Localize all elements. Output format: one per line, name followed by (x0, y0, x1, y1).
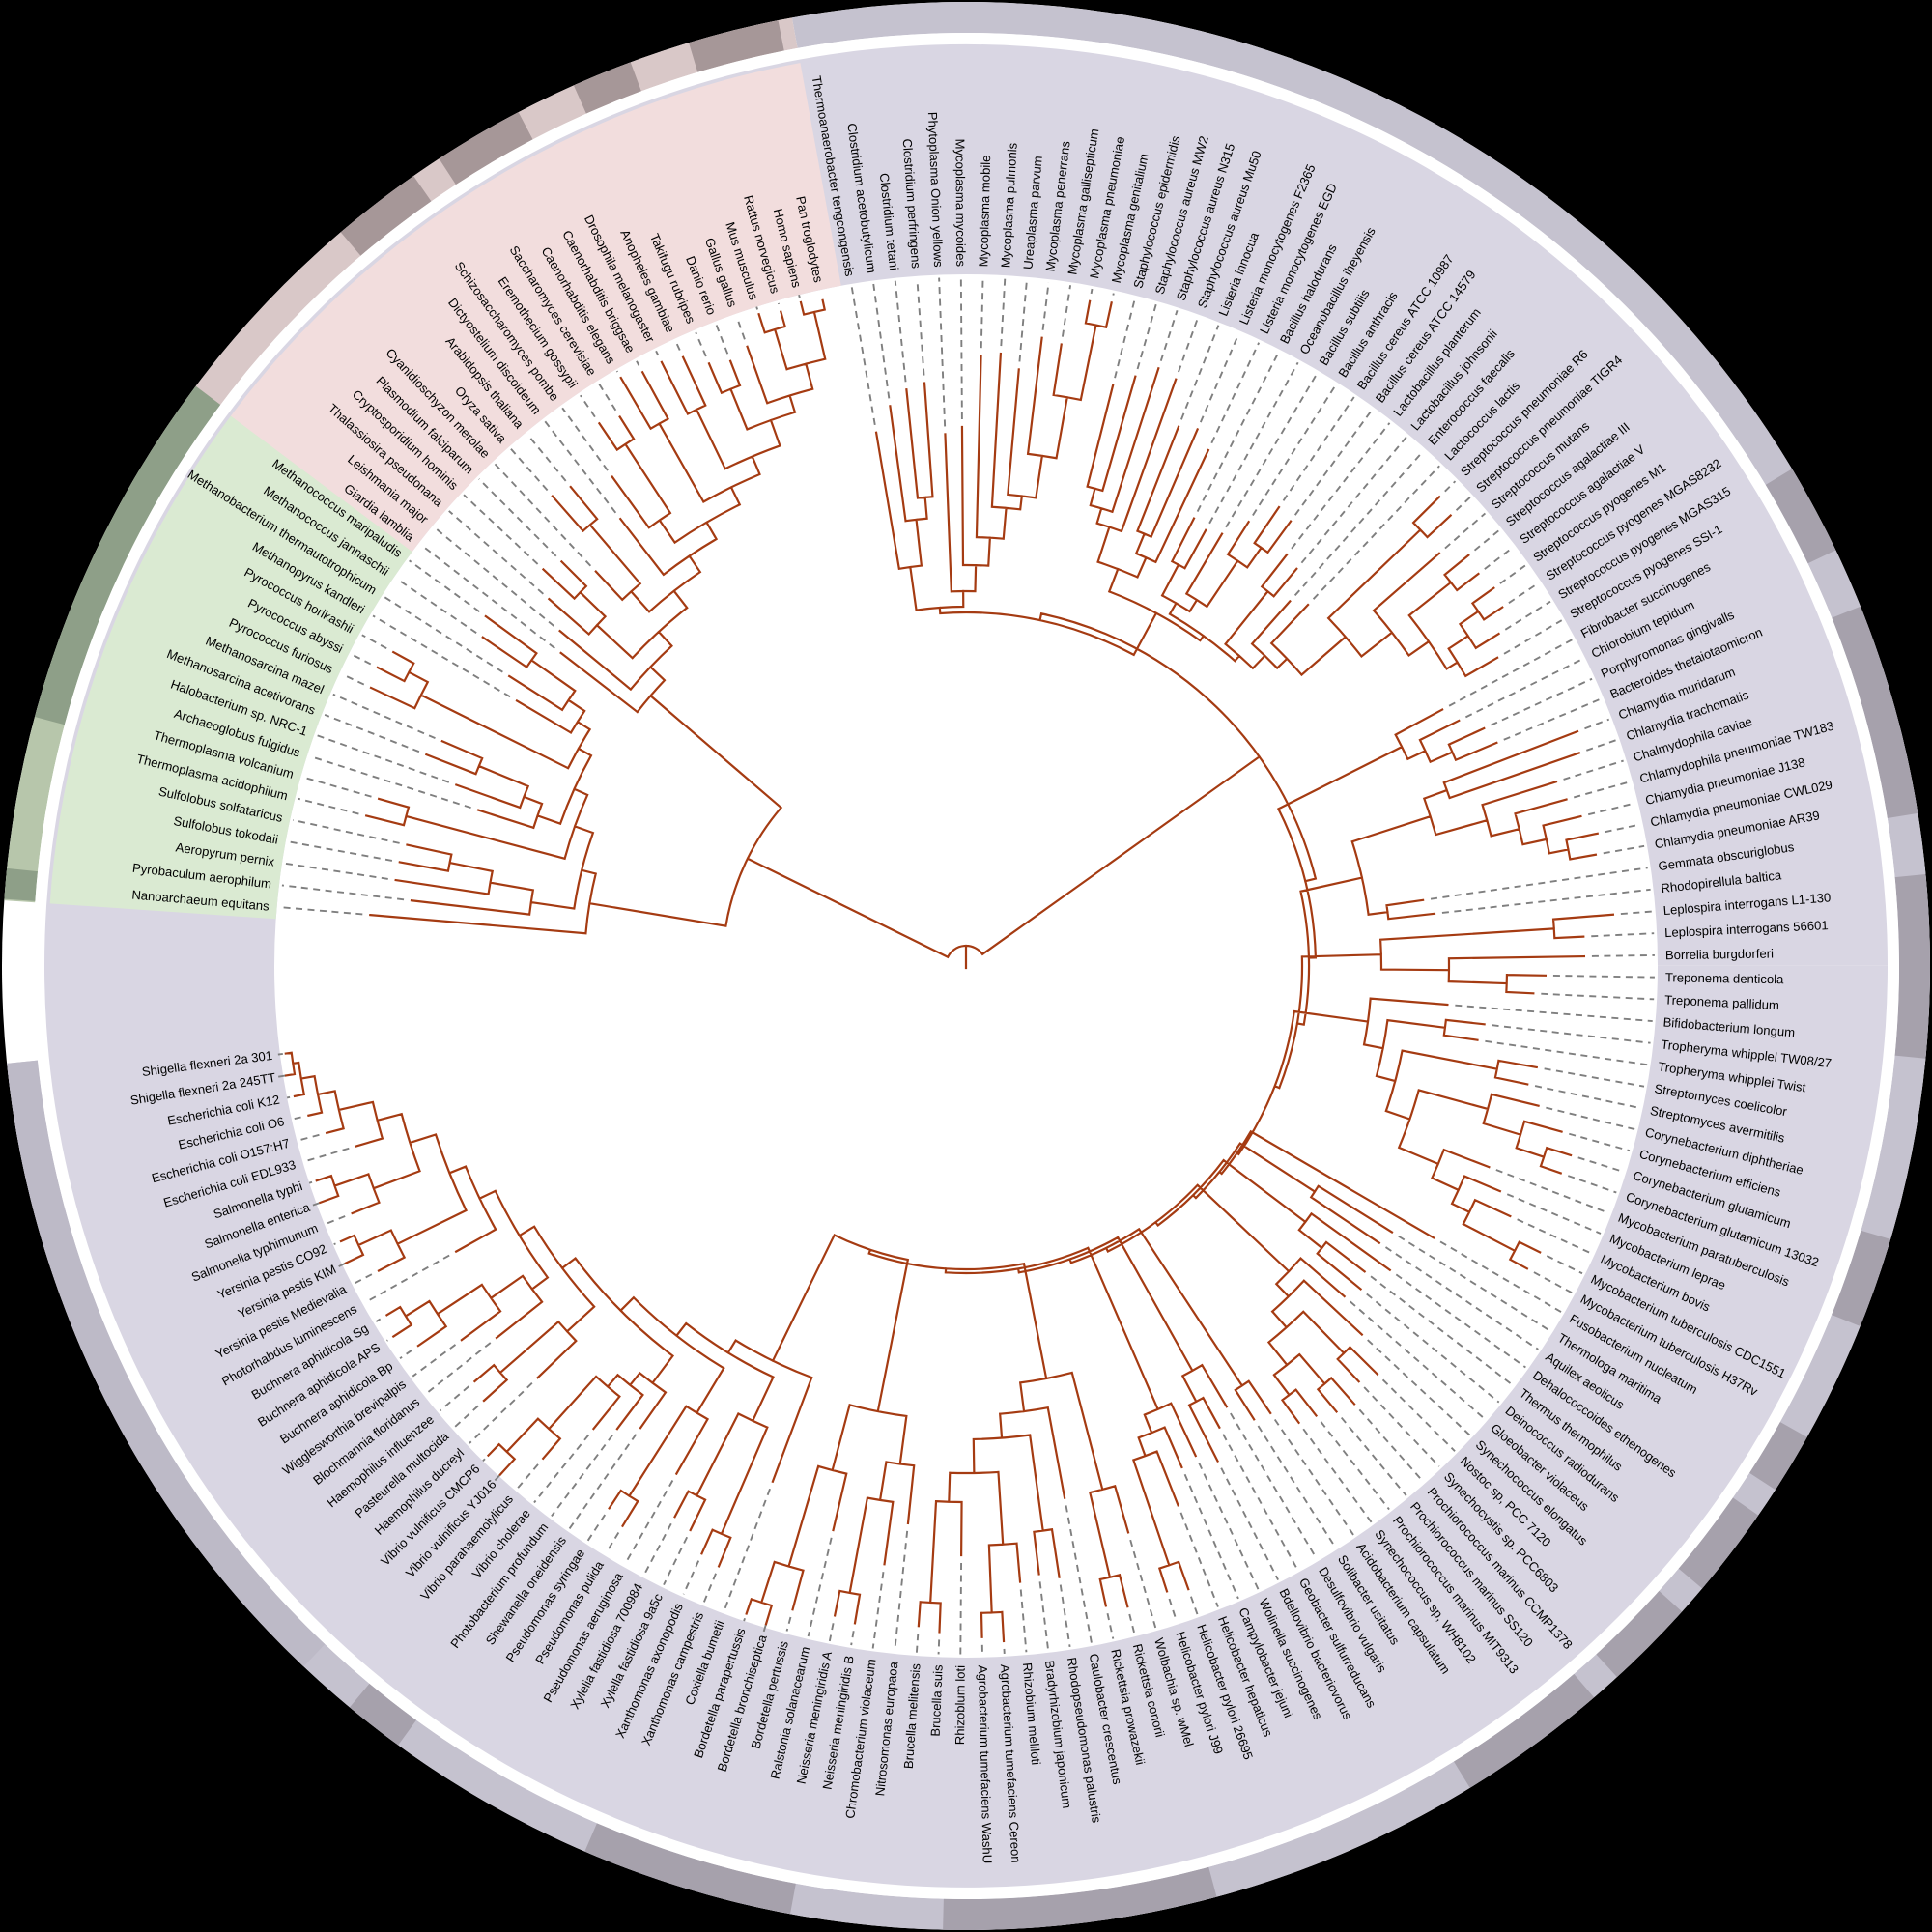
svg-text:Phytoplasma Onion yellows: Phytoplasma Onion yellows (925, 112, 946, 269)
svg-text:Treponema pallidum: Treponema pallidum (1664, 992, 1780, 1012)
svg-text:Brucella suis: Brucella suis (928, 1664, 946, 1737)
svg-text:Agrobacterium tumefaciens Wash: Agrobacterium tumefaciens WashU (976, 1665, 995, 1864)
svg-text:Rhizoblum loti: Rhizoblum loti (952, 1665, 968, 1745)
svg-text:Treponema denticola: Treponema denticola (1665, 970, 1784, 986)
svg-text:Mycoplasma mobile: Mycoplasma mobile (976, 155, 993, 267)
svg-text:Mycoplasma pulmonis: Mycoplasma pulmonis (998, 142, 1019, 269)
svg-text:Borrelia burgdorferi: Borrelia burgdorferi (1665, 946, 1774, 962)
svg-text:Mycoplasma mycoides: Mycoplasma mycoides (952, 139, 968, 268)
